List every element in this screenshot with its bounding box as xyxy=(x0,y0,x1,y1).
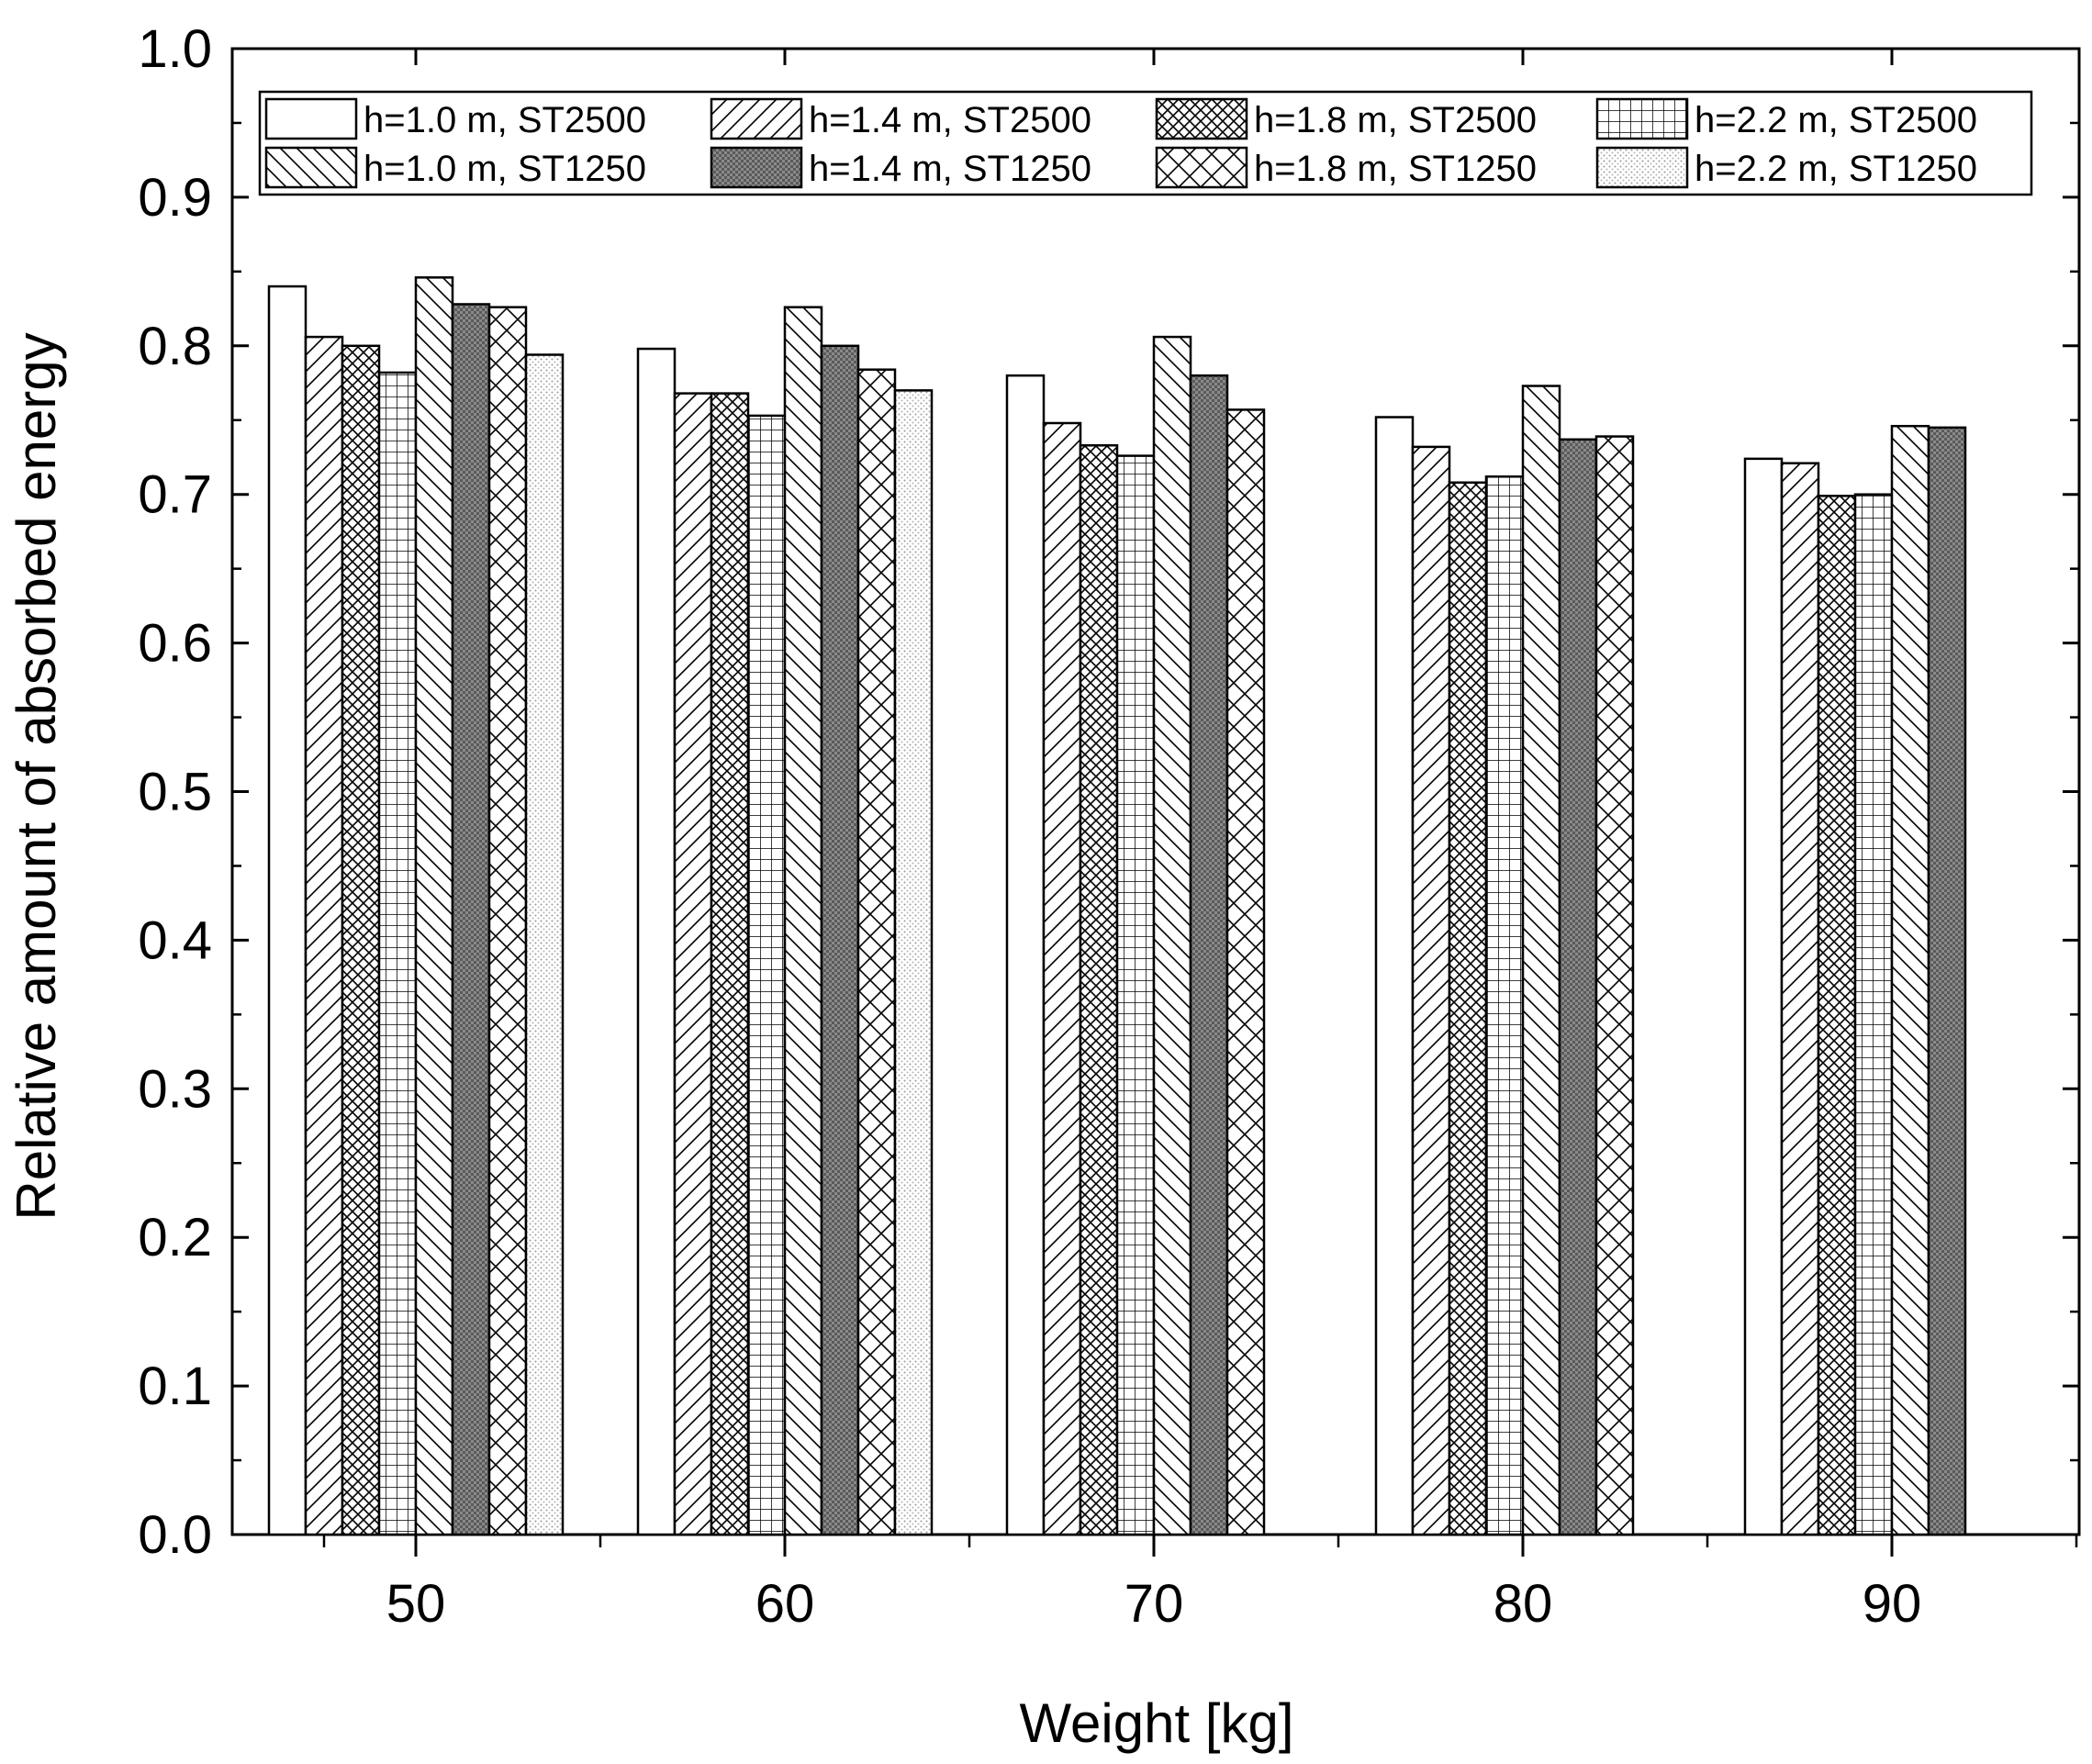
bar-3-70 xyxy=(1079,444,1119,1536)
y-tick-label: 0.3 xyxy=(138,1059,212,1119)
bar-4-50 xyxy=(377,371,418,1536)
bar-4-60 xyxy=(746,414,787,1536)
bar-1-80 xyxy=(1374,416,1415,1536)
bar-8-60 xyxy=(893,389,934,1536)
y-tick-label: 0.5 xyxy=(138,763,212,822)
legend-swatch xyxy=(1595,146,1689,189)
bar-2-60 xyxy=(673,392,713,1536)
bar-4-80 xyxy=(1484,475,1525,1536)
legend-label: h=2.2 m, ST2500 xyxy=(1695,100,1977,140)
legend-swatch xyxy=(264,97,358,140)
bar-1-50 xyxy=(267,285,308,1536)
x-tick-label: 60 xyxy=(755,1574,815,1634)
bar-1-90 xyxy=(1743,457,1784,1536)
legend-swatch xyxy=(1595,97,1689,140)
bar-7-60 xyxy=(856,368,897,1536)
legend-swatch xyxy=(1155,97,1248,140)
plot-area: 0.0 0.1 0.2 0.3 0.4 0.5 0.6 0.7 0.8 0.9 1.0 50 60 70 8… xyxy=(138,19,2081,1634)
bar-6-50 xyxy=(451,303,491,1536)
bar-6-80 xyxy=(1558,438,1598,1536)
bar-5-60 xyxy=(783,306,823,1536)
legend-swatch xyxy=(710,146,803,189)
legend-label: h=1.4 m, ST2500 xyxy=(809,100,1091,140)
x-axis-title: Weight [kg] xyxy=(1019,1692,1293,1754)
bar-2-70 xyxy=(1042,421,1082,1536)
bar-6-70 xyxy=(1189,374,1229,1536)
bar-8-50 xyxy=(524,353,565,1536)
bar-5-90 xyxy=(1890,424,1930,1536)
bar-3-90 xyxy=(1817,495,1857,1536)
bar-5-50 xyxy=(414,276,454,1536)
y-tick-label: 0.8 xyxy=(138,317,212,376)
x-tick-label: 70 xyxy=(1124,1574,1184,1634)
x-tick-label: 90 xyxy=(1863,1574,1922,1634)
y-tick-label: 0.0 xyxy=(138,1505,212,1565)
bar-4-90 xyxy=(1853,493,1894,1536)
legend-label: h=2.2 m, ST1250 xyxy=(1695,149,1977,189)
bar-7-70 xyxy=(1225,408,1266,1536)
legend-box xyxy=(258,90,2033,196)
legend-swatch xyxy=(710,97,803,140)
y-tick-label: 0.2 xyxy=(138,1208,212,1267)
legend-label: h=1.8 m, ST1250 xyxy=(1254,149,1537,189)
bar-7-80 xyxy=(1594,435,1635,1536)
bar-5-80 xyxy=(1521,385,1561,1536)
y-tick-label: 0.6 xyxy=(138,614,212,674)
legend-swatch xyxy=(1155,146,1248,189)
legend-label: h=1.8 m, ST2500 xyxy=(1254,100,1537,140)
y-tick-label: 0.4 xyxy=(138,910,212,970)
bar-1-70 xyxy=(1005,374,1046,1536)
legend-label: h=1.4 m, ST1250 xyxy=(809,149,1091,189)
y-tick-label: 0.9 xyxy=(138,168,212,228)
x-tick-label: 50 xyxy=(386,1574,446,1634)
bar-3-80 xyxy=(1448,481,1488,1536)
bar-2-50 xyxy=(304,335,344,1536)
x-tick-label: 80 xyxy=(1493,1574,1553,1634)
bar-7-50 xyxy=(487,306,528,1536)
bar-6-90 xyxy=(1927,426,1967,1536)
bar-5-70 xyxy=(1152,335,1192,1536)
y-tick-label: 0.7 xyxy=(138,465,212,525)
bar-6-60 xyxy=(820,344,860,1536)
y-axis-title: Relative amount of absorbed energy xyxy=(6,332,67,1220)
y-tick-label: 1.0 xyxy=(138,19,212,79)
bar-3-60 xyxy=(710,392,750,1536)
bar-2-90 xyxy=(1780,462,1820,1536)
legend-swatch xyxy=(264,146,358,189)
bar-2-80 xyxy=(1411,445,1451,1536)
y-tick-label: 0.1 xyxy=(138,1356,212,1416)
legend-label: h=1.0 m, ST1250 xyxy=(364,149,646,189)
bar-3-50 xyxy=(341,344,381,1536)
bar-1-60 xyxy=(636,347,677,1536)
legend-label: h=1.0 m, ST2500 xyxy=(364,100,646,140)
bar-4-70 xyxy=(1115,454,1156,1536)
